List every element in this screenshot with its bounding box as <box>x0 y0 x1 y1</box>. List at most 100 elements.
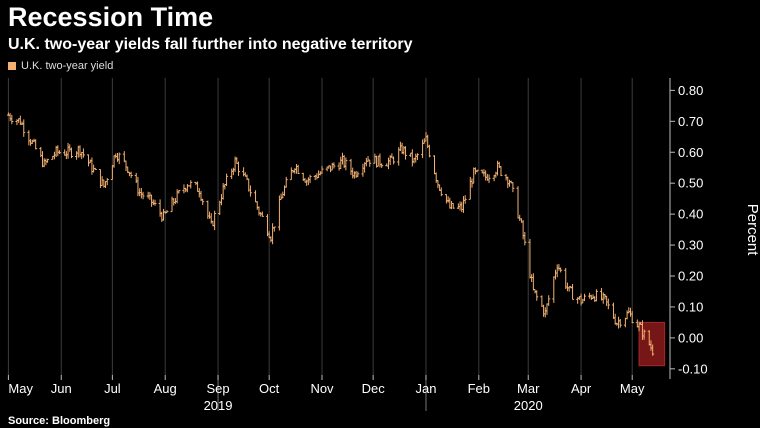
daily-bar <box>528 238 532 279</box>
daily-bar <box>409 152 413 157</box>
chart-subtitle: U.K. two-year yields fall further into n… <box>8 36 413 53</box>
daily-bar <box>530 274 534 283</box>
daily-bar <box>349 158 353 175</box>
daily-bar <box>225 173 229 187</box>
daily-bar <box>523 231 527 246</box>
daily-bar <box>410 149 414 167</box>
daily-bar <box>115 152 119 162</box>
daily-bar <box>265 214 269 237</box>
daily-bar <box>221 182 225 200</box>
x-tick-label: Oct <box>259 381 280 396</box>
daily-bar <box>630 311 634 324</box>
daily-bar <box>433 155 437 175</box>
daily-bar <box>354 170 358 178</box>
daily-bar <box>52 151 56 160</box>
daily-bar <box>555 264 559 278</box>
daily-bar <box>69 147 73 159</box>
daily-bar <box>76 145 80 158</box>
daily-bar <box>231 167 235 176</box>
daily-bar <box>591 294 595 299</box>
daily-bar <box>415 153 419 160</box>
daily-bar <box>618 319 622 328</box>
daily-bar <box>617 316 621 329</box>
daily-bar <box>162 208 166 221</box>
daily-bar <box>10 114 14 125</box>
daily-bar <box>40 151 44 168</box>
daily-bar <box>450 201 454 210</box>
daily-bar <box>68 144 72 152</box>
daily-bar <box>356 171 360 178</box>
daily-bar <box>460 201 464 213</box>
daily-bar <box>651 344 655 356</box>
daily-bar <box>271 223 275 245</box>
daily-bar <box>364 157 368 167</box>
y-tick-label: 0.00 <box>678 330 703 345</box>
daily-bar <box>571 283 575 300</box>
daily-bar <box>635 319 639 328</box>
x-tick-label: May <box>620 381 645 396</box>
daily-bar <box>594 289 598 302</box>
daily-bar <box>434 172 438 183</box>
x-tick-label: Feb <box>468 381 490 396</box>
x-tick-label: Mar <box>517 381 540 396</box>
daily-bar <box>581 298 585 304</box>
daily-bar <box>269 236 273 243</box>
y-tick-label: 0.80 <box>678 83 703 98</box>
daily-bar <box>642 329 646 340</box>
daily-bar <box>127 171 131 177</box>
daily-bar <box>80 151 84 160</box>
x-tick-label: Apr <box>571 381 592 396</box>
daily-bar <box>284 176 288 188</box>
daily-bar <box>296 164 300 174</box>
daily-bar <box>18 115 22 125</box>
daily-bar <box>8 113 12 122</box>
daily-bar <box>386 157 390 170</box>
daily-bar <box>392 156 396 165</box>
daily-bar <box>627 307 631 314</box>
daily-bar <box>30 139 34 145</box>
daily-bar <box>267 231 271 239</box>
daily-bar <box>177 189 181 194</box>
daily-bar <box>414 153 418 163</box>
daily-bar <box>208 211 212 219</box>
daily-bar <box>366 156 370 162</box>
daily-bar <box>535 290 539 301</box>
daily-bar <box>139 187 143 199</box>
daily-bar <box>197 188 201 198</box>
daily-bar <box>66 142 70 159</box>
daily-bar <box>289 167 293 181</box>
daily-bar <box>516 186 520 219</box>
daily-bar <box>104 181 108 188</box>
daily-bar <box>185 184 189 193</box>
daily-bar <box>153 199 157 206</box>
daily-bar <box>78 145 82 158</box>
daily-bar <box>260 211 264 217</box>
y-tick-label: 0.60 <box>678 145 703 160</box>
daily-bar <box>461 196 465 213</box>
daily-bar <box>110 165 114 180</box>
daily-bar <box>151 199 155 206</box>
daily-bar <box>487 174 491 184</box>
daily-bar <box>494 171 498 178</box>
daily-bar <box>235 157 239 164</box>
daily-bar <box>472 167 476 184</box>
daily-bar <box>421 139 425 159</box>
daily-bar <box>458 201 462 211</box>
daily-bar <box>259 212 263 217</box>
daily-bar <box>129 171 133 178</box>
x-tick-label: Sep <box>206 381 229 396</box>
x-year-label: 2019 <box>204 398 233 413</box>
daily-bar <box>255 201 259 210</box>
daily-bar <box>141 191 145 200</box>
daily-bar <box>189 180 193 189</box>
legend-label: U.K. two-year yield <box>21 60 114 72</box>
daily-bar <box>148 192 152 200</box>
daily-bar <box>315 173 319 180</box>
daily-bar <box>117 152 121 165</box>
daily-bar <box>158 199 162 217</box>
x-tick-label: Jan <box>415 381 436 396</box>
daily-bar <box>146 191 150 199</box>
legend: U.K. two-year yield <box>8 60 113 72</box>
daily-bar <box>605 295 609 307</box>
